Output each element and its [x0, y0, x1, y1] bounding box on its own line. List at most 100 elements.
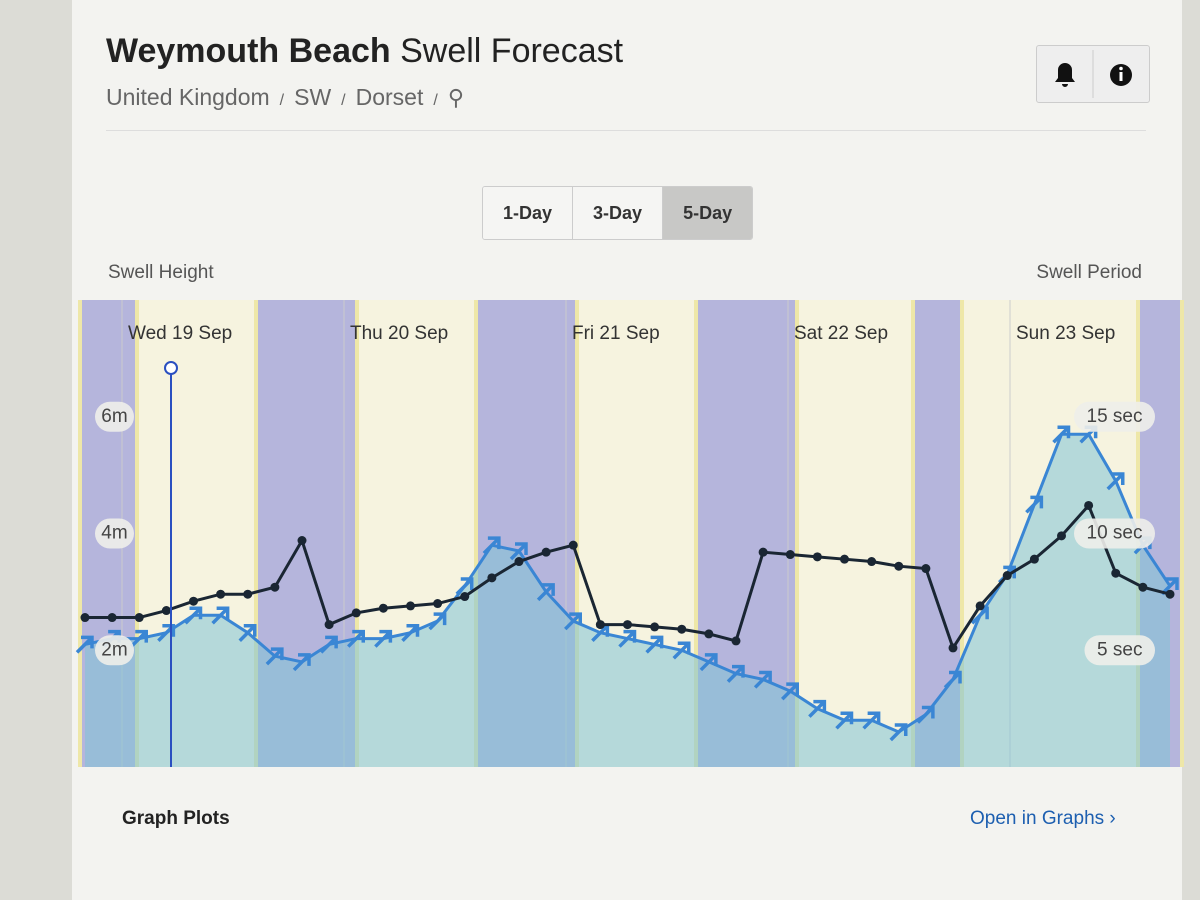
arrow-marker — [1106, 472, 1125, 491]
period-dot — [568, 540, 578, 550]
range-button[interactable]: 1-Day — [483, 187, 574, 239]
period-dot — [1057, 531, 1066, 541]
y-axis-title: Swell Height — [108, 262, 214, 283]
arrow-marker — [618, 629, 637, 648]
arrow-marker — [564, 612, 582, 631]
arrow-marker — [726, 664, 745, 683]
period-dot — [623, 620, 632, 630]
arrow-marker — [509, 542, 528, 561]
y2-tick-label: 15 sec — [1087, 406, 1143, 427]
dusk-edge — [911, 300, 915, 767]
icon-buttons[interactable] — [1036, 45, 1150, 103]
period-dot — [894, 561, 904, 571]
arrow-marker — [184, 606, 203, 625]
y2-tick-label: 5 sec — [1097, 639, 1142, 660]
period-dot — [134, 613, 144, 623]
range-buttons: 1-Day 3-Day 5-Day — [482, 186, 754, 240]
dusk-edge — [474, 300, 478, 767]
period-dot — [460, 592, 470, 602]
period-dot — [216, 589, 226, 599]
dusk-edge — [575, 300, 579, 767]
period-dot — [595, 620, 605, 630]
period-dot — [107, 613, 117, 623]
period-dot — [514, 557, 524, 567]
arrow-marker — [672, 641, 691, 660]
y-tick-label: 2m — [101, 639, 127, 660]
arrow-marker — [130, 629, 148, 648]
y2-axis-title: Swell Period — [1036, 262, 1142, 283]
arrow-marker — [916, 705, 935, 724]
arrow-marker — [75, 635, 94, 654]
y-tick-label-bg — [95, 401, 134, 432]
arrow-marker — [753, 670, 772, 689]
period-dot — [1165, 589, 1175, 599]
period-dot — [541, 547, 551, 557]
arrow-marker — [1025, 495, 1044, 514]
arrow-marker — [862, 711, 881, 730]
dusk-edge — [254, 300, 258, 767]
period-dot — [758, 547, 768, 557]
period-dot — [1138, 582, 1148, 592]
day-label: Fri 21 Sep — [572, 323, 660, 344]
arrow-marker — [292, 653, 311, 672]
range-button[interactable]: 3-Day — [573, 187, 664, 239]
range-button[interactable]: 5-Day — [663, 187, 753, 239]
arrow-marker — [943, 670, 962, 689]
arrow-marker — [889, 723, 908, 742]
arrow-marker — [211, 606, 230, 625]
period-dot — [812, 552, 822, 562]
period-dot — [1002, 571, 1012, 581]
y2-tick-label: 10 sec — [1087, 523, 1143, 544]
dusk-edge — [694, 300, 698, 767]
dusk-edge — [795, 300, 799, 767]
period-dot — [324, 620, 334, 630]
open-graphs-link[interactable]: Open in Graphs › — [970, 808, 1116, 829]
period-dot — [677, 624, 687, 634]
icons — [1055, 50, 1132, 98]
arrow-marker — [645, 635, 664, 654]
arrow-marker — [835, 711, 854, 730]
y2-tick-label-bg — [1074, 518, 1155, 549]
period-dot — [1111, 568, 1121, 578]
period-dot — [80, 613, 90, 623]
arrow-marker — [347, 629, 365, 648]
day-label: Sun 23 Sep — [1016, 323, 1115, 344]
arrow-marker — [455, 577, 474, 596]
arrow-marker — [781, 682, 799, 701]
y-tick-label: 4m — [101, 523, 127, 544]
period-dot — [161, 606, 171, 616]
title-rest: Swell Forecast — [400, 32, 624, 70]
link-text[interactable]: Open in Graphs — [970, 808, 1105, 829]
period-dot — [975, 601, 985, 611]
period-dot — [297, 536, 307, 546]
graph-plots: Graph Plots — [122, 808, 230, 829]
y2-tick-label-bg — [1084, 635, 1155, 666]
arrow-marker — [1052, 425, 1071, 444]
crumb[interactable]: Dorset — [355, 84, 424, 110]
period-dot — [243, 589, 253, 599]
dusk-edge — [1180, 300, 1184, 767]
y2-tick-label-bg — [1074, 401, 1155, 432]
arrow-marker — [536, 583, 555, 602]
day-label: Wed 19 Sep — [128, 323, 232, 344]
dusk-edge — [355, 300, 359, 767]
period-dot — [785, 550, 795, 560]
arrow-marker — [374, 629, 393, 648]
arrow-marker — [265, 647, 284, 666]
crumb[interactable]: United Kingdom — [106, 84, 270, 110]
arrow-marker — [319, 635, 338, 654]
height-area — [85, 434, 1170, 767]
day-label: Thu 20 Sep — [350, 323, 448, 344]
period-dot — [650, 622, 660, 632]
title: Weymouth Beach Swell Forecast — [106, 32, 623, 71]
dusk-edge — [960, 300, 964, 767]
y-tick-label: 6m — [101, 406, 127, 427]
arrow-marker — [482, 536, 501, 555]
day-label: Sat 22 Sep — [794, 323, 888, 344]
period-dot — [270, 582, 280, 592]
dusk-edge — [78, 300, 82, 767]
arrow-marker — [428, 612, 447, 631]
crumb[interactable]: SW — [294, 84, 332, 110]
